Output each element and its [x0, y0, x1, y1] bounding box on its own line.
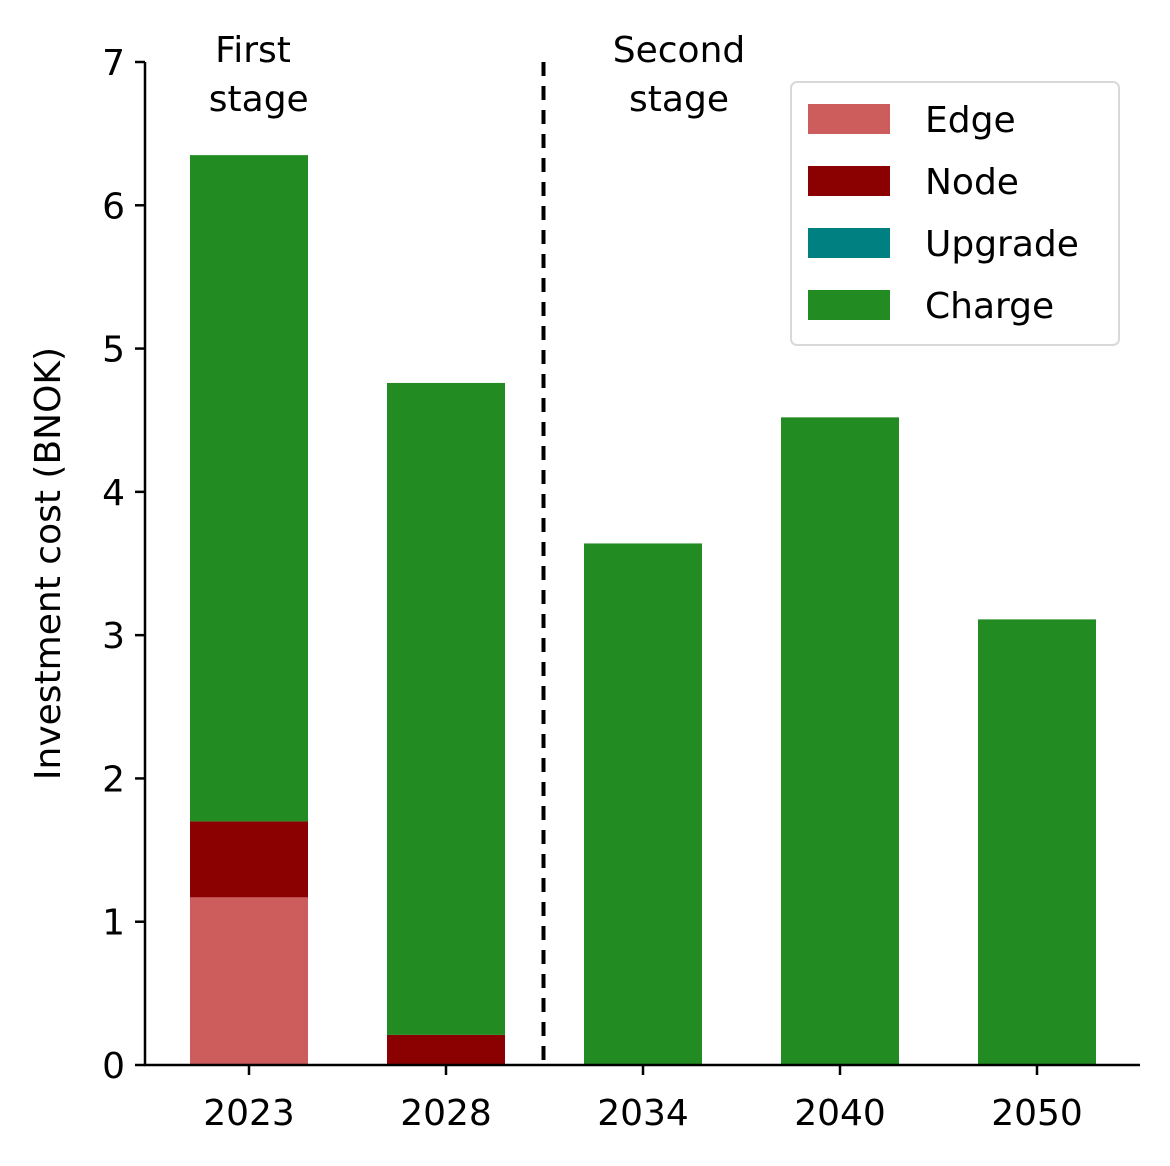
y-tick-label: 3: [102, 616, 125, 657]
bar-node-2028: [387, 1034, 505, 1065]
second-stage-label-line: stage: [629, 79, 729, 120]
x-tick-label: 2050: [991, 1093, 1083, 1134]
annotations-group: First stage Second stage: [197, 30, 745, 1065]
legend-label-charge: Charge: [925, 286, 1054, 327]
x-tick-label: 2040: [794, 1093, 886, 1134]
y-tick-label: 7: [102, 43, 125, 84]
legend-swatch-upgrade: [808, 228, 890, 258]
y-tick-label: 4: [102, 473, 125, 514]
second-stage-label: Second stage: [613, 30, 746, 120]
legend-label-edge: Edge: [925, 100, 1016, 141]
bar-charge-2040: [781, 417, 899, 1065]
bar-charge-2034: [584, 543, 702, 1065]
bar-charge-2050: [978, 619, 1096, 1065]
legend-label-upgrade: Upgrade: [925, 224, 1079, 265]
legend-swatch-edge: [808, 104, 890, 134]
y-tick-label: 5: [102, 330, 125, 371]
first-stage-label: First stage: [197, 30, 308, 120]
x-tick-label: 2034: [597, 1093, 689, 1134]
bar-node-2023: [190, 821, 308, 898]
bar-charge-2023: [190, 155, 308, 822]
legend-label-node: Node: [925, 162, 1019, 203]
bar-charge-2028: [387, 382, 505, 1035]
x-tick-label: 2023: [203, 1093, 295, 1134]
x-tick-label: 2028: [400, 1093, 492, 1134]
bar-edge-2023: [190, 897, 308, 1065]
second-stage-label-line: Second: [613, 30, 746, 71]
first-stage-label-line: First: [215, 30, 291, 71]
legend-swatch-charge: [808, 290, 890, 320]
y-tick-label: 2: [102, 759, 125, 800]
legend: Edge Node Upgrade Charge: [790, 81, 1120, 346]
axes-group: 0 1 2 3 4 5 6 7 2023 2028 2034 2040 2050 Investment c…: [28, 43, 1140, 1134]
y-axis-label: Investment cost (BNOK): [28, 347, 69, 780]
y-tick-label: 0: [102, 1046, 125, 1087]
legend-swatch-node: [808, 166, 890, 196]
y-tick-label: 6: [102, 186, 125, 227]
y-tick-label: 1: [102, 903, 125, 944]
legend-box: [790, 81, 1120, 346]
bars-group: [190, 155, 1096, 1065]
first-stage-label-line: stage: [197, 79, 308, 120]
